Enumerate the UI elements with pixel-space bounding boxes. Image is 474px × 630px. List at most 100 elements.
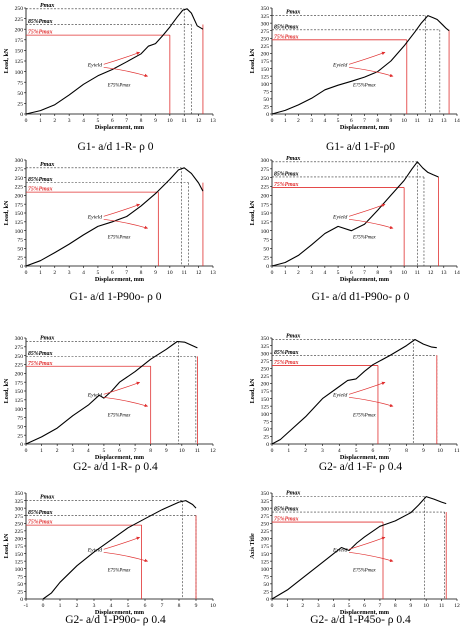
y-tick-label: 175 (261, 544, 270, 550)
y-tick-label: 350 (261, 336, 270, 342)
p85-label: 85%Pmax (274, 350, 299, 356)
x-tick-label: 6 (144, 603, 147, 609)
x-tick-label: 3 (317, 603, 320, 609)
x-tick-label: 1 (59, 603, 62, 609)
y-tick-label: 325 (261, 344, 270, 350)
x-tick-label: 1 (40, 448, 43, 454)
x-tick-label: 0 (271, 448, 274, 454)
x-tick-label: 5 (355, 448, 358, 454)
e75-label: E75%Pmax (107, 235, 132, 240)
x-tick-label: 2 (297, 270, 300, 276)
x-tick-label: 5 (337, 118, 340, 124)
p75-label: 75%Pmax (28, 30, 53, 36)
y-tick-label: 200 (15, 194, 24, 200)
x-tick-label: 12 (196, 118, 202, 124)
y-tick-label: 25 (17, 255, 23, 261)
x-axis-label: Displacement, mm (340, 609, 390, 616)
x-tick-label: 2 (56, 448, 59, 454)
x-tick-label: 6 (111, 270, 114, 276)
p85-label: 85%Pmax (274, 507, 299, 513)
chart-panel-8: 0255075100125150175200225250275300325350… (249, 491, 460, 626)
e-yield-arrow (103, 203, 141, 217)
y-tick-label: 350 (261, 6, 270, 12)
p85-label: 85%Pmax (28, 177, 53, 183)
y-tick-label: 100 (261, 229, 270, 235)
x-tick-label: 0 (25, 448, 28, 454)
chart-panel-6: 0255075100125150175200225250275300325350… (249, 334, 460, 473)
x-tick-label: 13 (210, 270, 216, 276)
y-tick-label: 175 (15, 544, 24, 550)
y-tick-label: 75 (17, 80, 23, 86)
y-tick-label: 100 (261, 82, 270, 88)
y-tick-label: 150 (261, 552, 270, 558)
y-tick-label: 150 (261, 397, 270, 403)
x-tick-label: 8 (140, 118, 143, 124)
p85-label: 85%Pmax (28, 351, 53, 357)
p75-label: 75%Pmax (28, 361, 53, 367)
y-tick-label: 225 (15, 363, 24, 369)
e75-arrow (103, 218, 149, 230)
x-tick-label: 3 (71, 448, 74, 454)
y-tick-label: 175 (261, 389, 270, 395)
x-tick-label: 6 (350, 270, 353, 276)
y-tick-label: 125 (261, 74, 270, 80)
pmax-label: Pmax (40, 336, 54, 342)
x-tick-label: 0 (271, 603, 274, 609)
x-tick-label: 8 (140, 270, 143, 276)
y-tick-label: 200 (261, 537, 270, 543)
y-tick-label: 300 (261, 21, 270, 27)
y-tick-label: 75 (17, 574, 23, 580)
y-tick-label: 100 (15, 70, 24, 76)
y-axis-label: Load, kN (3, 378, 10, 403)
x-tick-label: 11 (195, 448, 201, 454)
pmax-label: Pmax (286, 10, 300, 16)
x-tick-label: 12 (196, 270, 202, 276)
x-tick-label: 9 (409, 603, 412, 609)
e75-label: E75%Pmax (352, 568, 377, 573)
x-tick-label: 7 (363, 270, 366, 276)
y-tick-label: 150 (15, 389, 24, 395)
panel-caption: G1- a/d 1-P90o- ρ 0 (70, 291, 162, 303)
e-yield-arrow (103, 536, 141, 550)
y-tick-label: 0 (20, 442, 23, 448)
x-axis-label: Displacement, mm (340, 124, 390, 131)
e-yield-arrow (103, 51, 141, 65)
y-tick-label: 175 (15, 38, 24, 44)
x-tick-label: 4 (87, 448, 90, 454)
pmax-label: Pmax (40, 3, 54, 9)
y-tick-label: 325 (15, 499, 24, 505)
e75-arrow (349, 396, 394, 408)
x-tick-label: 4 (110, 603, 113, 609)
y-tick-label: 0 (266, 442, 269, 448)
y-tick-label: 75 (17, 416, 23, 422)
x-tick-label: 11 (454, 448, 460, 454)
y-tick-label: 275 (261, 514, 270, 520)
x-tick-label: 10 (423, 603, 429, 609)
e75-label: E75%Pmax (352, 413, 377, 418)
y-tick-label: 50 (263, 582, 269, 588)
y-axis-label: Load, kN (3, 533, 10, 558)
x-tick-label: 3 (310, 118, 313, 124)
p85-label: 85%Pmax (28, 510, 53, 516)
x-tick-label: 5 (97, 118, 100, 124)
e-yield-label: Eyield (332, 214, 347, 220)
y-tick-label: 25 (263, 255, 269, 261)
e75-label: E75%Pmax (107, 83, 132, 88)
x-tick-label: 12 (428, 270, 434, 276)
y-tick-label: 0 (20, 597, 23, 603)
e-yield-arrow (348, 536, 386, 550)
x-tick-label: 7 (134, 448, 137, 454)
y-tick-label: 150 (15, 211, 24, 217)
chart-panel-7: 0255075100125150175200225250275300325350… (3, 491, 216, 626)
x-tick-label: 10 (437, 448, 443, 454)
x-tick-label: 6 (111, 118, 114, 124)
e-yield-label: Eyield (87, 214, 102, 220)
y-tick-label: 0 (266, 112, 269, 118)
y-tick-label: 250 (15, 176, 24, 182)
x-tick-label: -1 (24, 603, 29, 609)
e75-label: E75%Pmax (107, 413, 132, 418)
y-tick-label: 100 (15, 407, 24, 413)
panel-caption: G1- a/d d1-P90o- ρ 0 (312, 291, 410, 303)
x-tick-label: 0 (271, 270, 274, 276)
